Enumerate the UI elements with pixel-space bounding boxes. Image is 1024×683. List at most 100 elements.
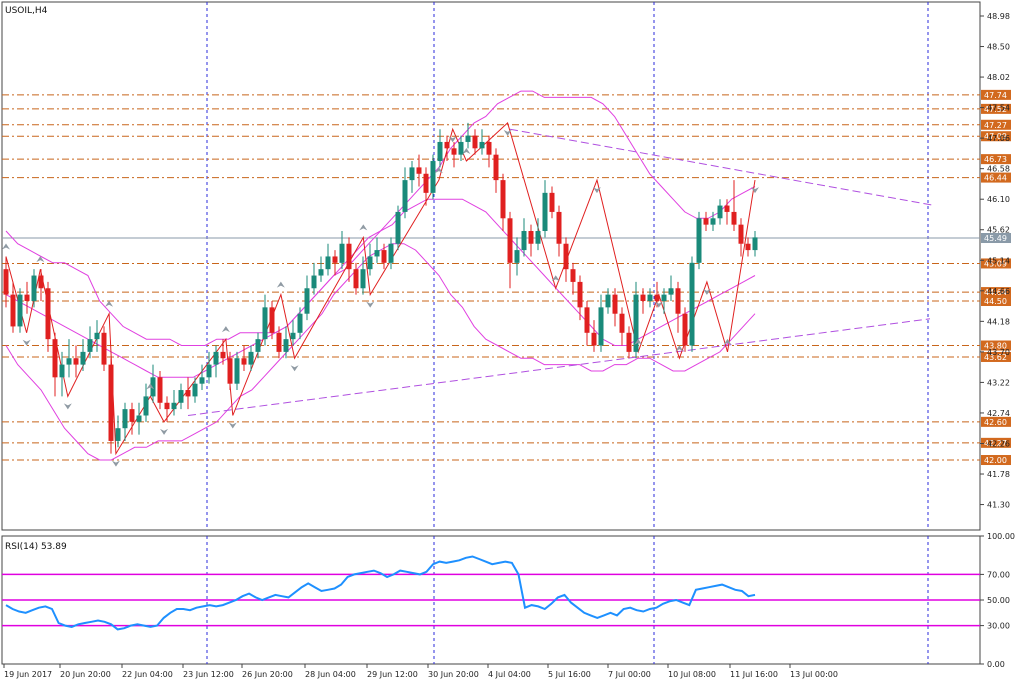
candle-body	[143, 396, 149, 416]
time-tick-label: 10 Jul 08:00	[668, 670, 716, 679]
rsi-tick-label: 0.00	[987, 660, 1005, 669]
fractal-marker	[503, 129, 512, 136]
candle-body	[703, 218, 709, 225]
candle-body	[66, 358, 72, 365]
fractal-marker	[702, 288, 711, 295]
fractal-marker	[160, 428, 169, 435]
fractal-marker	[366, 301, 375, 308]
candle-body	[374, 250, 380, 257]
candle-body	[59, 364, 65, 378]
candle-body	[689, 262, 695, 346]
fractal-marker	[462, 148, 471, 155]
candle-body	[612, 294, 618, 314]
candle-body	[528, 231, 534, 244]
candle-body	[311, 275, 317, 289]
price-tick-label: 42.26	[987, 439, 1010, 448]
fractal-marker	[654, 301, 663, 308]
price-tick-label: 46.10	[987, 195, 1010, 204]
candle-body	[619, 313, 625, 333]
rising-trendline	[187, 318, 931, 416]
time-tick-label: 29 Jun 12:00	[367, 670, 418, 679]
candle-body	[318, 269, 324, 276]
chart-title: USOIL,H4	[5, 6, 48, 16]
fractal-marker	[434, 167, 443, 174]
candle-body	[521, 231, 527, 251]
price-axis: 48.98 48.50 48.02 47.54 47.06 46.58 46.10 45.62…	[980, 12, 1015, 669]
candle-body	[500, 180, 506, 219]
time-axis: 19 Jun 2017 20 Jun 20:00 22 Jun 04:00 23 Ju…	[3, 664, 838, 679]
candle-body	[269, 307, 275, 333]
rsi-tick-label: 30.00	[987, 622, 1010, 631]
candle-body	[535, 231, 541, 244]
level-tag-label: 45.09	[984, 259, 1007, 268]
candle-body	[731, 211, 737, 225]
fractal-marker	[63, 403, 72, 410]
level-tag-label: 42.00	[984, 456, 1007, 465]
candle-body	[381, 250, 387, 263]
candle-body	[598, 307, 604, 346]
candle-body	[10, 294, 16, 327]
candle-body	[626, 332, 632, 352]
fractal-marker	[2, 243, 10, 250]
level-tag	[981, 295, 1011, 306]
candle-body	[227, 358, 233, 384]
price-tick-label: 42.74	[987, 409, 1010, 418]
candle-body	[752, 237, 758, 251]
level-tag	[981, 89, 1011, 100]
candle-body	[458, 141, 464, 155]
candle-body	[115, 428, 121, 441]
fractal-marker	[276, 281, 285, 288]
grid-layer	[1, 1, 981, 665]
candle-body	[157, 377, 163, 403]
fractal-marker	[359, 224, 368, 231]
candle-body	[745, 243, 751, 251]
candle-body	[297, 313, 303, 333]
fractal-marker	[551, 275, 560, 282]
fractal-marker	[634, 338, 643, 345]
level-tag	[981, 351, 1011, 362]
candle-body	[549, 192, 555, 212]
candle-body	[696, 218, 702, 263]
fractal-marker	[105, 300, 114, 307]
candle-body	[31, 275, 37, 301]
price-tick-label: 48.98	[987, 12, 1010, 21]
candle-body	[717, 205, 723, 219]
candle-body	[136, 415, 142, 422]
level-tag	[981, 437, 1011, 448]
rsi-title: RSI(14) 53.89	[5, 542, 67, 552]
time-tick-label: 22 Jun 04:00	[122, 670, 173, 679]
candle-body	[514, 250, 520, 263]
current-price-tag	[981, 233, 1011, 244]
candle-body	[353, 269, 359, 289]
candle-body	[171, 402, 177, 410]
candle-body	[73, 358, 79, 365]
candle-body	[45, 288, 51, 340]
candle-body	[220, 351, 226, 359]
candle-body	[262, 307, 268, 340]
time-tick-label: 13 Jul 00:00	[790, 670, 838, 679]
falling-trendline	[509, 128, 936, 207]
bollinger-middle	[5, 198, 756, 378]
level-tag-label: 44.64	[984, 288, 1007, 297]
time-tick-label: 4 Jul 04:00	[488, 670, 531, 679]
time-tick-label: 5 Jul 16:00	[548, 670, 591, 679]
candle-body	[80, 351, 86, 365]
candle-body	[542, 192, 548, 232]
level-tag-label: 42.60	[984, 418, 1007, 427]
candle-body	[304, 288, 310, 314]
level-tag-label: 47.09	[984, 132, 1007, 141]
candle-body	[402, 180, 408, 212]
candle-body	[472, 135, 478, 149]
level-tag-label: 43.62	[984, 353, 1007, 362]
time-tick-label: 7 Jul 00:00	[608, 670, 651, 679]
level-tag	[981, 119, 1011, 130]
candle-body	[276, 332, 282, 352]
candle-body	[234, 358, 240, 384]
time-tick-label: 26 Jun 20:00	[242, 670, 293, 679]
rsi-tick-label: 100.00	[987, 532, 1015, 541]
candle-body	[24, 294, 30, 301]
candle-body	[17, 294, 23, 327]
fractal-marker	[290, 365, 299, 372]
candle-body	[395, 211, 401, 244]
